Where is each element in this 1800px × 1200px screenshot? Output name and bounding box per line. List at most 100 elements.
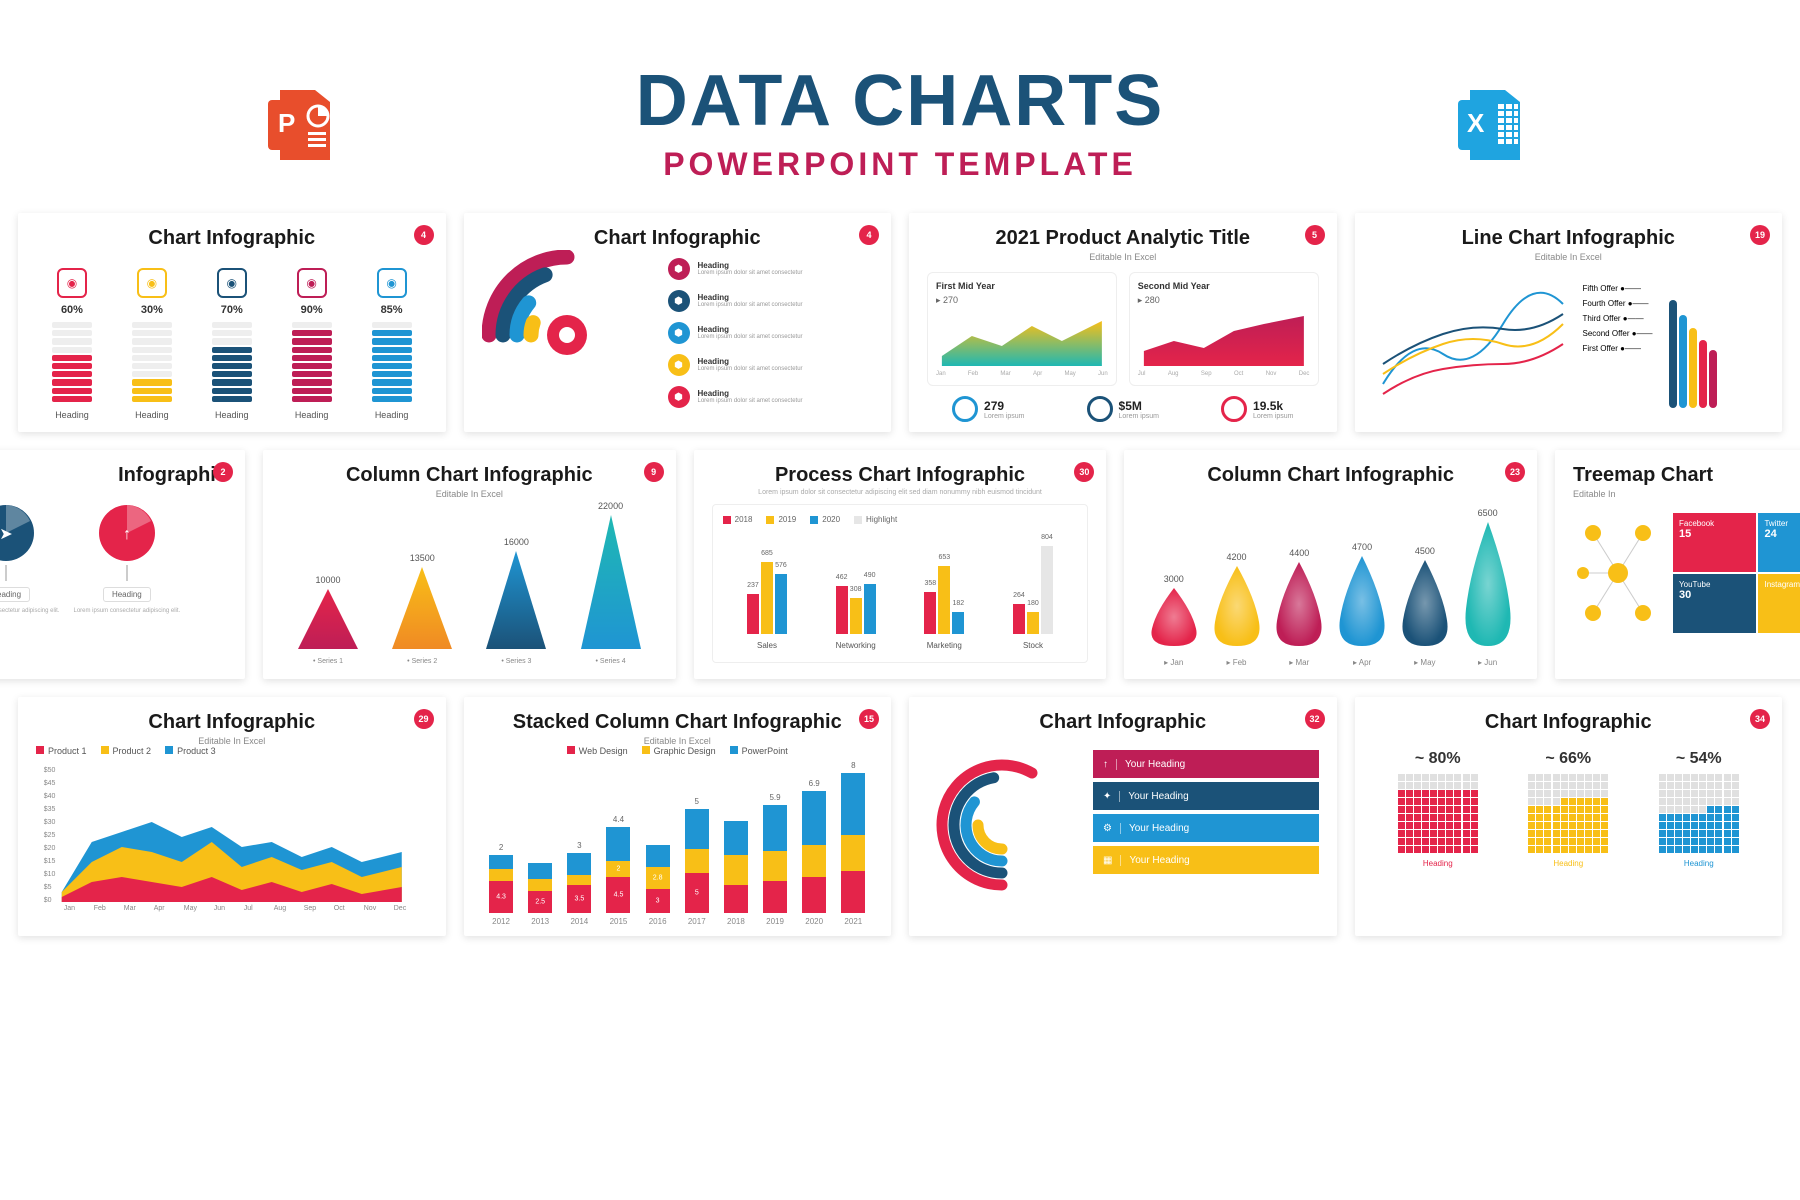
drop: 6500▸ Jun — [1462, 522, 1514, 651]
info-row: ▦Your Heading — [1093, 846, 1319, 874]
slide-badge: 5 — [1305, 225, 1325, 245]
slide-badge: 2 — [213, 462, 233, 482]
svg-text:$5: $5 — [44, 884, 52, 891]
legend-item: Product 1 — [36, 746, 87, 756]
peak: 22000• Series 4 — [576, 515, 646, 665]
legend-item: 2019 — [766, 515, 796, 524]
legend-item: Fourth Offer ●—— — [1583, 299, 1653, 308]
card-sub: Editable In Excel — [1373, 252, 1765, 262]
svg-text:Mar: Mar — [124, 905, 137, 912]
pie-item: ➤HeadingLorem ipsum consectetur adipisci… — [0, 501, 59, 616]
card-pies: 2 Infographic ➤HeadingLorem ipsum consec… — [0, 450, 245, 679]
card-title: Process Chart Infographic — [712, 464, 1089, 487]
svg-text:$0: $0 — [44, 897, 52, 904]
bar-group: 264180804Stock — [1013, 546, 1053, 634]
stacked-bar: 3.532014 — [567, 853, 591, 926]
drop: 4400▸ Mar — [1273, 562, 1325, 651]
svg-text:$30: $30 — [44, 819, 56, 826]
card-sub: Editable In Excel — [36, 736, 428, 746]
legend-item: First Offer ●—— — [1583, 344, 1653, 353]
card-title: Chart Infographic — [927, 711, 1319, 734]
bar-group: 358653182Marketing — [924, 566, 964, 634]
card-bars-5: 4 Chart Infographic ◉60%Heading◉30%Headi… — [18, 213, 446, 432]
waffle-col: ~ 80%Heading — [1398, 750, 1478, 868]
bar-group: 462308490Networking — [836, 584, 876, 634]
list-item: ⬢HeadingLorem ipsum dolor sit amet conse… — [668, 322, 874, 344]
header: P X DATA CHARTS POWERPOINT TEMPLATE — [0, 0, 1800, 213]
svg-text:$15: $15 — [44, 858, 56, 865]
svg-text:Dec: Dec — [394, 905, 407, 912]
metric: 19.5kLorem ipsum — [1221, 396, 1293, 422]
stacked-bar: 4.524.42015 — [606, 827, 630, 926]
slide-badge: 34 — [1750, 709, 1770, 729]
stacked-bar: 2.52013 — [528, 863, 552, 926]
card-area: 29 Chart Infographic Editable In Excel P… — [18, 697, 446, 936]
card-process: 30 Process Chart Infographic Lorem ipsum… — [694, 450, 1107, 679]
slide-badge: 30 — [1074, 462, 1094, 482]
svg-text:Jan: Jan — [64, 905, 75, 912]
legend-item: PowerPoint — [730, 746, 788, 756]
card-title: Line Chart Infographic — [1373, 227, 1765, 250]
bar-item: ◉85%Heading — [356, 268, 428, 420]
svg-text:↑: ↑ — [123, 526, 131, 543]
svg-text:$40: $40 — [44, 793, 56, 800]
card-stacked: 15 Stacked Column Chart Infographic Edit… — [464, 697, 892, 936]
bar-item: ◉90%Heading — [276, 268, 348, 420]
drop: 4200▸ Feb — [1211, 566, 1263, 651]
legend-item: Product 3 — [165, 746, 216, 756]
metric: 279Lorem ipsum — [952, 396, 1024, 422]
powerpoint-icon: P — [260, 80, 350, 170]
card-title: Chart Infographic — [36, 227, 428, 250]
card-title: Chart Infographic — [1373, 711, 1765, 734]
svg-text:Nov: Nov — [364, 905, 377, 912]
pie-item: ↑HeadingLorem ipsum consectetur adipisci… — [73, 501, 180, 616]
card-title: Column Chart Infographic — [281, 464, 658, 487]
waffle-col: ~ 54%Heading — [1659, 750, 1739, 868]
peak: 13500• Series 2 — [387, 567, 457, 665]
slide-badge: 4 — [859, 225, 879, 245]
svg-text:$45: $45 — [44, 780, 56, 787]
card-title: Column Chart Infographic — [1142, 464, 1519, 487]
svg-text:$50: $50 — [44, 767, 56, 774]
slide-badge: 9 — [644, 462, 664, 482]
card-peaks: 9 Column Chart Infographic Editable In E… — [263, 450, 676, 679]
svg-text:$10: $10 — [44, 871, 56, 878]
legend-item: Second Offer ●—— — [1583, 329, 1653, 338]
stacked-bar: 2018 — [724, 821, 748, 926]
list-item: ⬢HeadingLorem ipsum dolor sit amet conse… — [668, 290, 874, 312]
bar-group: 237685576Sales — [747, 562, 787, 634]
bar-item: ◉60%Heading — [36, 268, 108, 420]
second-half: Second Mid Year ▸ 280 JulAugSepOctNovDec — [1129, 272, 1319, 386]
card-title: Treemap Chart — [1573, 464, 1800, 487]
legend-item: 2020 — [810, 515, 840, 524]
metric: $5MLorem ipsum — [1087, 396, 1159, 422]
card-treemap: Treemap Chart Editable In Facebook15Twit… — [1555, 450, 1800, 679]
info-row: ↑Your Heading — [1093, 750, 1319, 778]
stacked-bar: 5.92019 — [763, 805, 787, 926]
drop: 4700▸ Apr — [1336, 556, 1388, 651]
legend-item: Highlight — [854, 515, 897, 524]
drop: 3000▸ Jan — [1148, 588, 1200, 651]
card-line: 19 Line Chart Infographic Editable In Ex… — [1355, 213, 1783, 432]
card-title: Infographic — [0, 464, 227, 487]
card-waffle: 34 Chart Infographic ~ 80%Heading~ 66%He… — [1355, 697, 1783, 936]
line-chart-svg — [1373, 274, 1573, 414]
svg-text:X: X — [1467, 108, 1485, 138]
card-sub: Editable In Excel — [482, 736, 874, 746]
card-title: Stacked Column Chart Infographic — [482, 711, 874, 734]
svg-text:Jul: Jul — [244, 905, 253, 912]
svg-text:➤: ➤ — [0, 526, 13, 543]
excel-icon: X — [1450, 80, 1540, 170]
list-item: ⬢HeadingLorem ipsum dolor sit amet conse… — [668, 354, 874, 376]
card-ring-rows: 32 Chart Infographic ↑Your Heading✦Your … — [909, 697, 1337, 936]
svg-text:$35: $35 — [44, 806, 56, 813]
slide-badge: 15 — [859, 709, 879, 729]
svg-text:Jun: Jun — [214, 905, 225, 912]
treemap-cell: Facebook15 — [1673, 513, 1756, 572]
card-title: 2021 Product Analytic Title — [927, 227, 1319, 250]
svg-text:Oct: Oct — [334, 905, 345, 912]
slide-badge: 32 — [1305, 709, 1325, 729]
treemap-cell: Twitter24 — [1758, 513, 1800, 572]
card-drops: 23 Column Chart Infographic 3000▸ Jan420… — [1124, 450, 1537, 679]
legend-item: Fifth Offer ●—— — [1583, 284, 1653, 293]
